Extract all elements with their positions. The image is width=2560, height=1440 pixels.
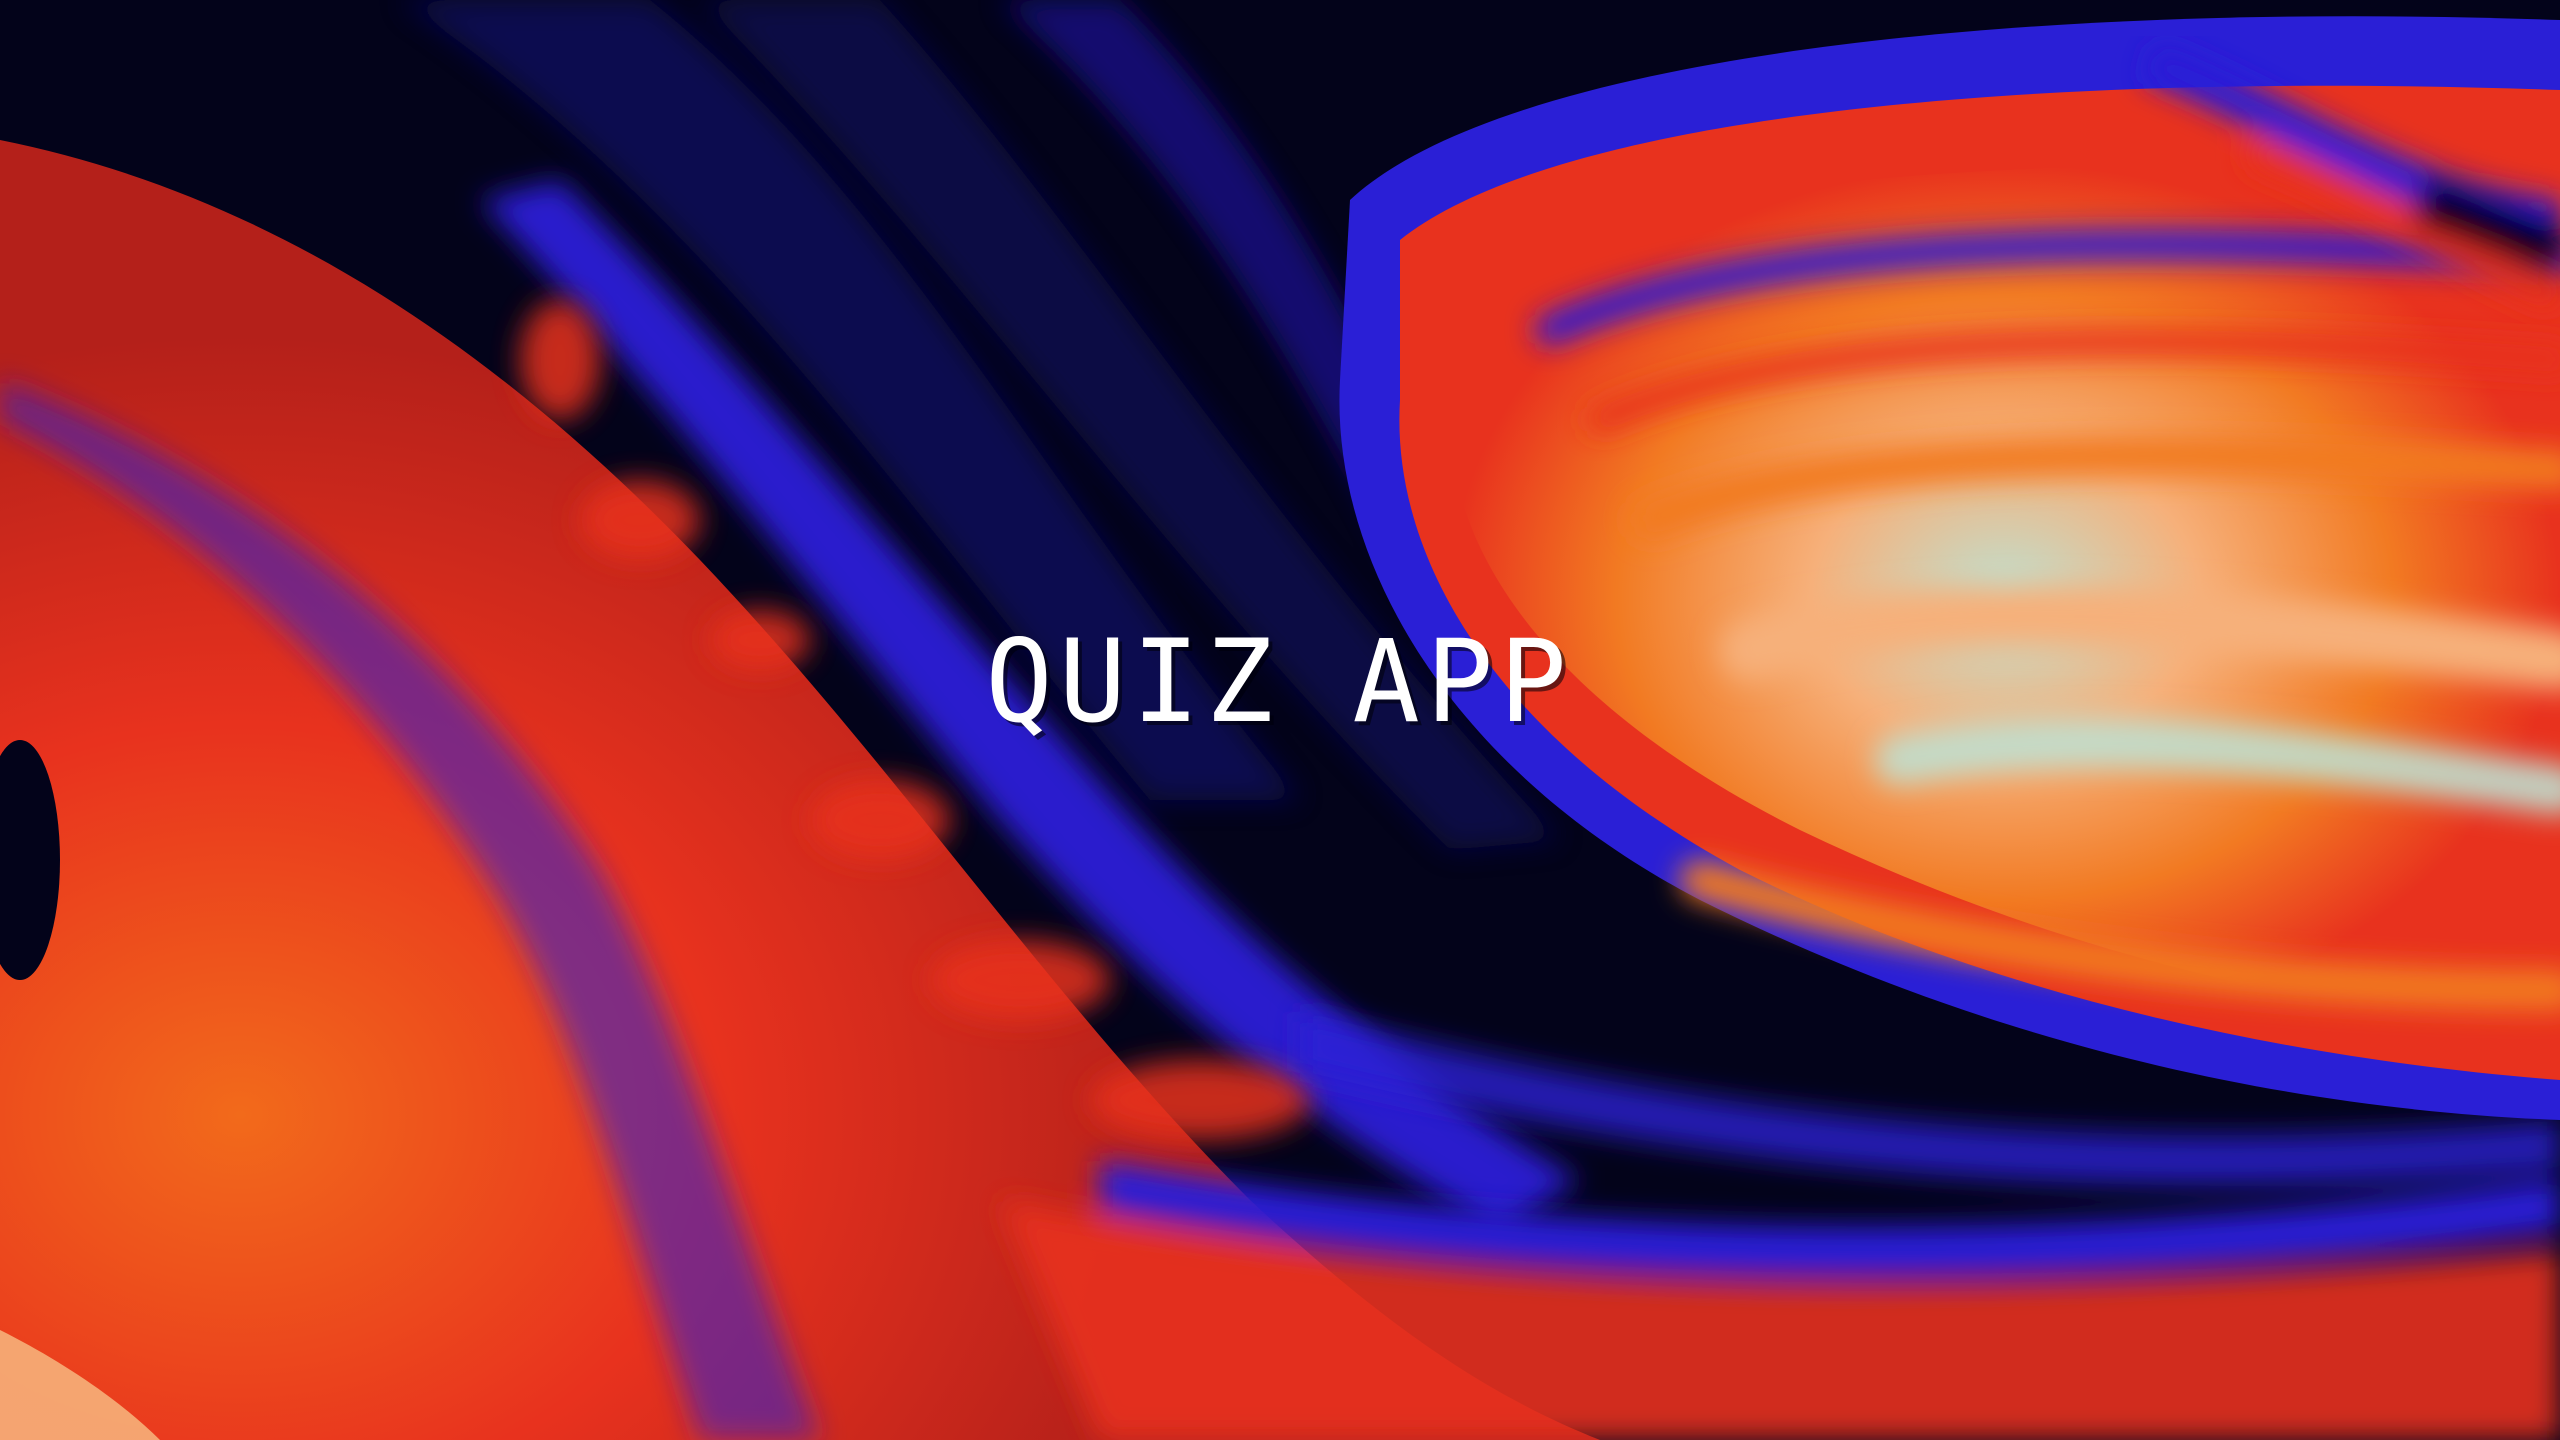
splash-screen: QUIZ APP <box>0 0 2560 1440</box>
abstract-background-art <box>0 0 2560 1440</box>
